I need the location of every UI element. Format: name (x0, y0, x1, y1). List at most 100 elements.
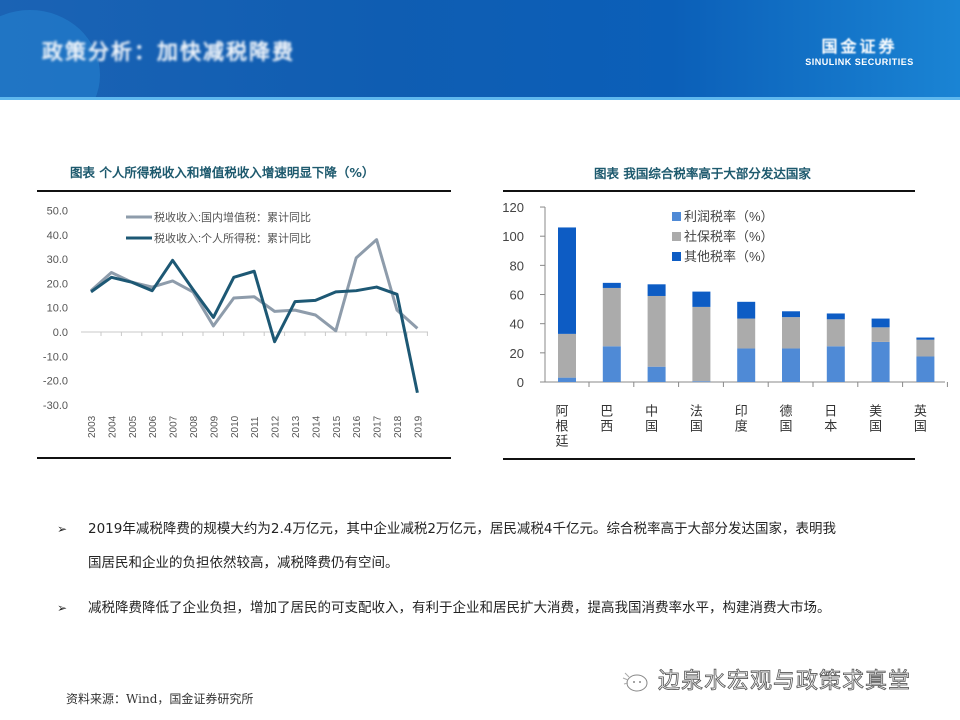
bar-segment (692, 381, 711, 382)
x-tick-label: 2015 (332, 415, 343, 438)
y-tick-label: -30.0 (43, 400, 68, 412)
y-tick-label: 20.0 (47, 278, 68, 290)
x-tick-label: 英国 (912, 404, 927, 432)
bar-segment (737, 348, 756, 382)
y-tick-label: 120 (502, 200, 524, 215)
x-tick-label: 2009 (209, 415, 220, 438)
bar-segment (692, 291, 711, 307)
bullet-marker-2: ➢ (57, 601, 68, 615)
bar-segment (782, 348, 800, 382)
bullet-text-2: 减税降费降低了企业负担，增加了居民的可支配收入，有利于企业和居民扩大消费，提高我… (88, 591, 918, 625)
x-tick-label: 巴西 (598, 404, 613, 432)
bullet-text-1-line-1: 2019年减税降费的规模大约为2.4万亿元，其中企业减税2万亿元，居民减税4千亿… (88, 521, 837, 537)
right-chart-top-rule (503, 190, 915, 192)
y-tick-label: 0 (517, 375, 524, 390)
bar-segment (916, 337, 935, 340)
bar-segment (826, 346, 845, 382)
x-tick-label: 阿根廷 (554, 404, 569, 448)
x-tick-label: 2013 (291, 415, 302, 438)
watermark: 边泉水宏观与政策求真堂 (620, 663, 911, 695)
x-tick-label: 中国 (643, 404, 658, 432)
x-tick-label: 日本 (822, 404, 837, 432)
bullet-text-1-line-2: 国居民和企业的负担依然较高，减税降费仍有空间。 (88, 555, 399, 571)
y-tick-label: 40.0 (47, 230, 68, 242)
right-chart-bottom-rule (503, 458, 915, 460)
legend-label: 税收收入:国内增值税：累计同比 (154, 210, 311, 224)
x-tick-label: 法国 (688, 404, 703, 432)
watermark-text: 边泉水宏观与政策求真堂 (658, 669, 912, 695)
logo-text: SINULINK SECURITIES (805, 57, 914, 67)
x-tick-label: 2004 (107, 415, 118, 438)
bullet-text-2-line-1: 减税降费降低了企业负担，增加了居民的可支配收入，有利于企业和居民扩大消费，提高我… (88, 600, 831, 616)
bar-segment (647, 366, 666, 382)
bar-segment (871, 327, 890, 342)
legend-label: 税收收入:个人所得税：累计同比 (154, 231, 311, 245)
bar-segment (647, 295, 666, 367)
y-tick-label: 0.0 (53, 327, 68, 339)
x-tick-label: 2003 (87, 415, 98, 438)
y-tick-label: 40 (510, 317, 524, 332)
left-chart-top-rule (37, 190, 451, 192)
banner-divider (0, 97, 960, 100)
y-tick-label: 20 (510, 346, 524, 361)
bar-segment (826, 313, 845, 320)
bar-segment (871, 341, 890, 382)
legend-label: 其他税率（%） (684, 249, 774, 264)
bar-segment (647, 284, 666, 296)
legend-swatch (672, 212, 681, 221)
bar-segment (602, 346, 621, 382)
x-tick-label: 美国 (867, 404, 882, 432)
y-tick-label: 60 (510, 288, 524, 303)
y-tick-label: 50.0 (47, 206, 68, 218)
bar-segment (602, 282, 621, 288)
right-chart-title: 图表 我国综合税率高于大部分发达国家 (594, 166, 811, 181)
bar-segment (782, 317, 800, 349)
bar-segment (782, 311, 800, 318)
y-tick-label: 80 (510, 258, 524, 273)
bar-segment (602, 287, 621, 347)
company-logo: 国金证券 SINULINK SECURITIES (802, 33, 917, 67)
source-note: 资料来源：Wind，国金证券研究所 (66, 692, 254, 706)
bullet-text-1: 2019年减税降费的规模大约为2.4万亿元，其中企业减税2万亿元，居民减税4千亿… (88, 512, 918, 580)
bar-segment (737, 301, 756, 319)
bar-segment (916, 339, 935, 357)
header-banner: 政策分析：加快减税降费 国金证券 SINULINK SECURITIES (0, 0, 960, 100)
legend-label: 社保税率（%） (684, 229, 774, 244)
x-tick-label: 2014 (311, 415, 322, 438)
y-tick-label: 100 (502, 229, 524, 244)
left-chart-title: 图表 个人所得税收入和增值税收入增速明显下降（%） (70, 165, 375, 180)
x-tick-label: 2008 (189, 415, 200, 438)
left-chart-bottom-rule (37, 457, 451, 459)
x-tick-label: 2016 (352, 415, 363, 438)
x-tick-label: 2019 (413, 415, 424, 438)
x-tick-label: 印度 (733, 404, 748, 432)
bar-segment (692, 306, 711, 382)
legend-label: 利润税率（%） (684, 209, 774, 224)
x-tick-label: 2005 (128, 415, 139, 438)
pit-growth-line (90, 258, 419, 394)
x-tick-label: 德国 (778, 404, 793, 432)
x-tick-label: 2017 (373, 415, 384, 438)
bar-segment (737, 318, 756, 349)
vat-growth-line (90, 238, 419, 333)
legend-swatch (672, 232, 681, 241)
x-tick-label: 2010 (230, 415, 241, 438)
bar-segment (558, 333, 576, 378)
bullet-marker-1: ➢ (57, 522, 68, 536)
logo-mark: 国金证券 (821, 37, 898, 56)
x-tick-label: 2007 (169, 415, 180, 438)
bar-segment (558, 377, 576, 382)
x-tick-label: 2011 (250, 416, 261, 438)
y-tick-label: 10.0 (47, 303, 68, 315)
x-tick-label: 2012 (271, 415, 282, 438)
legend-swatch (672, 252, 681, 261)
wechat-icon (620, 670, 650, 694)
bar-segment (558, 227, 576, 334)
page-title: 政策分析：加快减税降费 (42, 40, 295, 64)
bar-segment (826, 319, 845, 347)
y-tick-label: 30.0 (47, 254, 68, 266)
y-tick-label: -20.0 (43, 376, 68, 388)
y-tick-label: -10.0 (43, 351, 68, 363)
